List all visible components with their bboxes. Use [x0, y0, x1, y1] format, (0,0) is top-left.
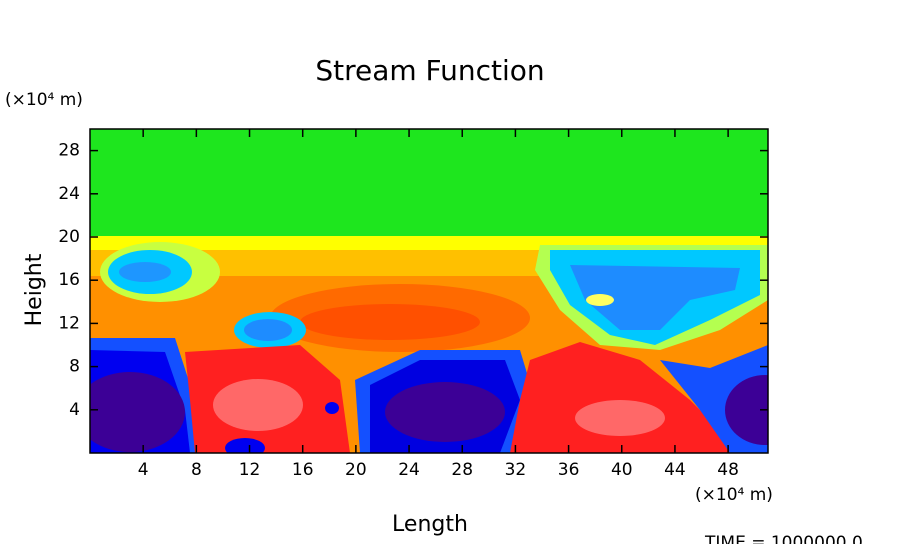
x-tick-label: 36	[558, 460, 580, 480]
y-tick-label: 8	[69, 357, 80, 377]
x-axis-label: Length	[392, 512, 468, 537]
y-tick-label: 28	[58, 141, 80, 161]
y-unit: (×10⁴ m)	[5, 90, 83, 110]
y-tick-label: 12	[58, 313, 80, 333]
y-tick-label: 24	[58, 184, 80, 204]
x-unit: (×10⁴ m)	[695, 485, 773, 505]
x-tick-label: 8	[191, 460, 202, 480]
plot-frame	[89, 128, 769, 454]
chart-title: Stream Function	[315, 54, 544, 87]
y-axis-label: Height	[22, 253, 47, 326]
y-tick-label: 20	[58, 227, 80, 247]
x-tick-label: 12	[239, 460, 261, 480]
y-tick-label: 4	[69, 400, 80, 420]
x-tick-label: 48	[717, 460, 739, 480]
time-label: TIME = 1000000.0	[704, 533, 863, 544]
y-tick-label: 16	[58, 270, 80, 290]
x-tick-label: 20	[345, 460, 367, 480]
x-tick-label: 28	[451, 460, 473, 480]
x-tick-label: 40	[611, 460, 633, 480]
x-tick-label: 32	[505, 460, 527, 480]
x-tick-label: 44	[664, 460, 686, 480]
contour-field	[90, 129, 768, 453]
x-tick-label: 24	[398, 460, 420, 480]
x-tick-label: 16	[292, 460, 314, 480]
x-tick-label: 4	[138, 460, 149, 480]
